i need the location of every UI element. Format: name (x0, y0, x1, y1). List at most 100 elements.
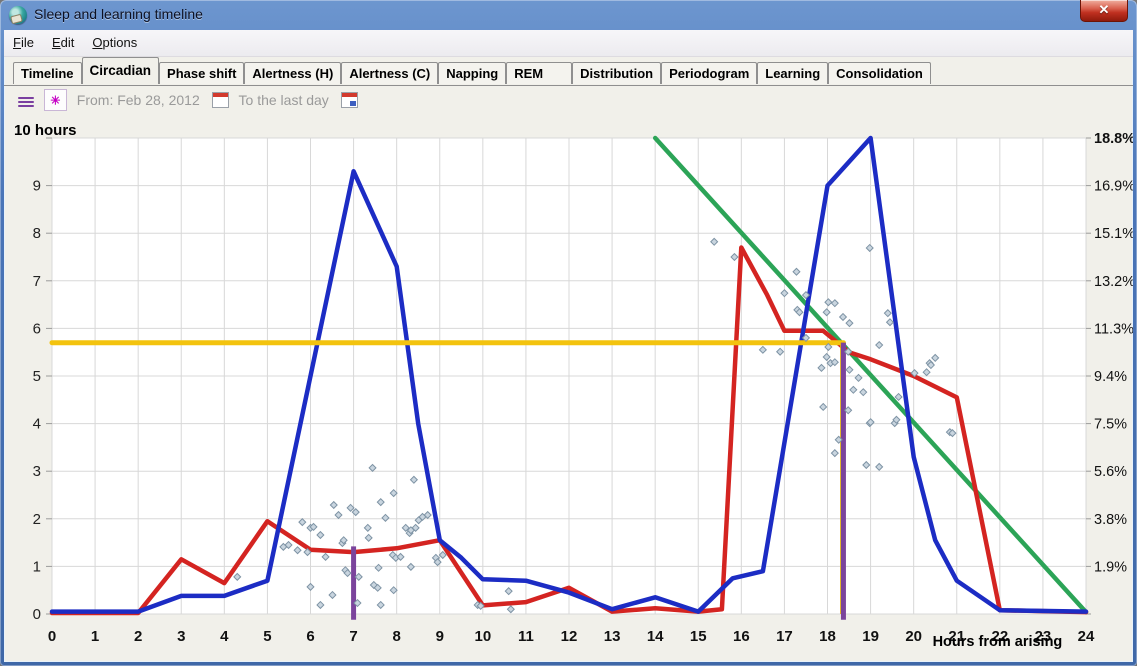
x-tick-label: 24 (1078, 628, 1095, 645)
sleep-episode-points (433, 558, 442, 567)
app-icon (9, 6, 27, 24)
x-tick-label: 9 (436, 628, 444, 645)
chart-svg: 0 1 2 3 4 5 6 7 8 9 10 11 12 13 14 15 16 17 18 19 20 21 22 23 24… (14, 122, 1135, 650)
tab-periodogram[interactable]: Periodogram (661, 62, 758, 84)
y-left-tick-label: 3 (33, 463, 41, 480)
close-button[interactable]: ✕ (1080, 0, 1128, 22)
sleep-episode-points (948, 429, 957, 438)
x-tick-label: 10 (474, 628, 491, 645)
tab-learning[interactable]: Learning (757, 62, 829, 84)
sleep-episode-points (389, 488, 398, 498)
sleep-episode-points (845, 365, 854, 374)
tab-distribution[interactable]: Distribution (572, 62, 662, 84)
x-tick-label: 4 (220, 628, 229, 645)
calendar-to-icon[interactable] (340, 92, 358, 108)
y-left-tick-label: 6 (33, 320, 41, 337)
sleep-episode-points (351, 508, 360, 517)
from-date-label: From: Feb 28, 2012 (76, 92, 200, 108)
sleep-episode-points (363, 523, 372, 532)
sleep-episode-points (822, 352, 831, 362)
sleep-episode-points (284, 540, 293, 550)
tab-timeline[interactable]: Timeline (13, 62, 82, 84)
menu-item-edit[interactable]: Edit (51, 35, 75, 50)
sleep-episode-points (866, 418, 875, 427)
y-left-tick-label: 0 (33, 606, 41, 623)
y-left-tick-label: 9 (33, 178, 41, 195)
tab-phase-shift[interactable]: Phase shift (159, 62, 245, 84)
sleep-episode-points (364, 533, 373, 542)
sleep-episode-points (838, 312, 848, 322)
to-last-day-label: To the last day (238, 92, 329, 108)
x-axis-title: Hours from arising (933, 634, 1063, 650)
list-icon[interactable] (18, 95, 34, 109)
sleep-episode-points (875, 340, 884, 350)
tab-rem[interactable]: REM (506, 62, 573, 84)
series-blue-curve (49, 135, 1089, 614)
calendar-from-icon[interactable] (211, 92, 229, 108)
menu-item-options[interactable]: Options (92, 35, 138, 50)
x-tick-label: 16 (733, 628, 750, 645)
y-right-tick-label: 15.1% (1094, 226, 1133, 242)
sleep-episode-points (817, 363, 826, 373)
tab-alertness-h[interactable]: Alertness (H) (244, 62, 342, 84)
sleep-episode-points (875, 462, 884, 472)
x-tick-label: 15 (690, 628, 707, 645)
starburst-button[interactable]: ✳ (43, 89, 67, 111)
sleep-episode-points (792, 267, 801, 276)
sleep-episode-points (710, 237, 719, 246)
sleep-episode-points (834, 435, 843, 444)
sleep-episode-points (824, 342, 833, 352)
sleep-episode-points (883, 309, 892, 318)
sleep-episode-points (316, 600, 325, 610)
window-title: Sleep and learning timeline (34, 6, 203, 22)
sleep-episode-points (885, 318, 895, 327)
y-right-tick-label: 11.3% (1094, 321, 1133, 337)
title-bar[interactable]: Sleep and learning timeline ✕ (0, 0, 1137, 30)
sleep-episode-points (406, 562, 415, 571)
tab-alertness-c[interactable]: Alertness (C) (341, 62, 439, 84)
sleep-episode-points (830, 449, 839, 458)
sleep-episode-points (298, 518, 307, 527)
sleep-episode-points (844, 406, 853, 415)
x-tick-label: 19 (862, 628, 879, 645)
sleep-episode-points (369, 580, 378, 590)
chart-panel: 0 1 2 3 4 5 6 7 8 9 10 11 12 13 14 15 16 17 18 19 20 21 22 23 24… (4, 114, 1135, 662)
tab-strip: Timeline Circadian Phase shift Alertness (H… (4, 57, 1133, 86)
tab-napping[interactable]: Napping (438, 62, 507, 84)
menu-item-file[interactable]: File (13, 35, 34, 50)
sleep-episode-points (343, 568, 352, 578)
sleep-episode-points (411, 523, 420, 532)
sleep-episode-points (303, 548, 312, 557)
sleep-episode-points (819, 402, 828, 412)
sleep-episode-points (376, 600, 385, 610)
sleep-episode-points (396, 552, 405, 561)
sleep-episode-points (859, 388, 868, 397)
sleep-episode-points (780, 289, 789, 298)
x-tick-label: 12 (561, 628, 578, 645)
y-right-tick-label: 18.8% (1094, 131, 1133, 147)
y-left-tick-label: 8 (33, 225, 41, 242)
client-area: File Edit Options Timeline Circadian Phase s… (4, 30, 1135, 662)
sleep-episode-points (894, 392, 903, 402)
sleep-episode-points (353, 598, 362, 608)
y-left-axis-header: 10 hours (14, 122, 77, 139)
sleep-episode-points (926, 360, 936, 370)
tab-consolidation[interactable]: Consolidation (828, 62, 931, 84)
sleep-episode-points (862, 460, 871, 470)
tab-circadian[interactable]: Circadian (81, 57, 160, 84)
sleep-episode-points (438, 550, 447, 560)
y-left-tick-label: 7 (33, 273, 41, 290)
sleep-episode-points (830, 299, 839, 308)
y-right-tick-label: 1.9% (1094, 559, 1127, 575)
sleep-episode-points (822, 308, 831, 317)
sleep-episode-points (423, 510, 432, 520)
sleep-episode-points (730, 252, 739, 262)
sleep-episode-points (844, 347, 853, 356)
x-tick-label: 2 (134, 628, 142, 645)
sleep-episode-points (293, 546, 302, 555)
y-right-tick-label: 16.9% (1094, 179, 1133, 195)
sleep-episode-points (316, 530, 325, 540)
sleep-episode-points (401, 523, 410, 532)
sleep-episode-points (854, 373, 863, 383)
sleep-episode-points (321, 552, 330, 561)
